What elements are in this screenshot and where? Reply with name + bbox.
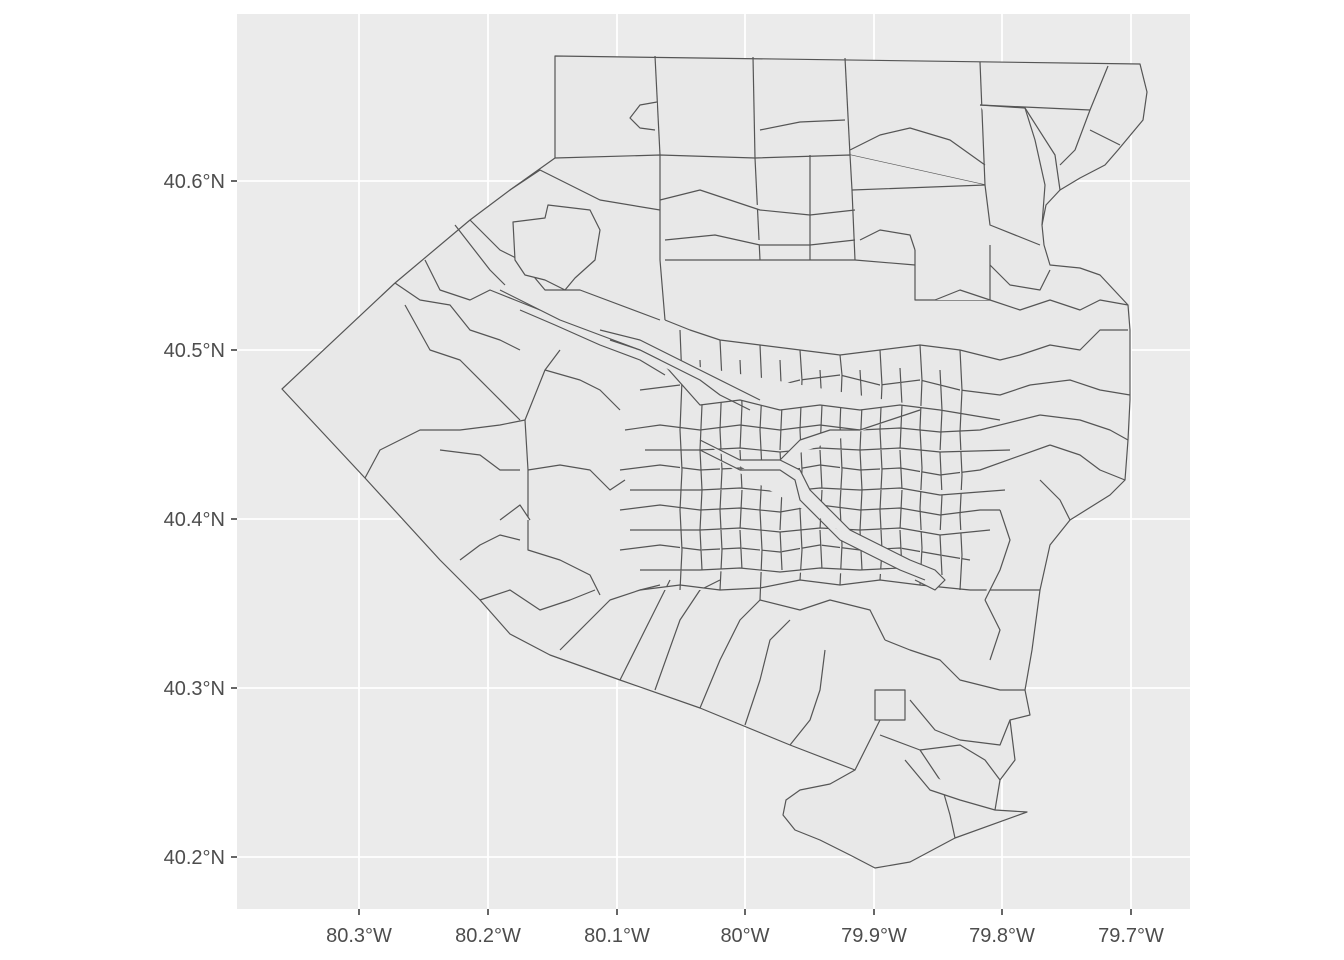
tract [630,527,991,536]
tract [874,689,906,721]
tract [984,509,1011,601]
x-axis: 80.3°W 80.2°W 80.1°W 80°W 79.9°W 79.8°W 79.7°W [326,909,1164,947]
tract [919,344,923,586]
x-tick-label: 80.2°W [455,925,521,947]
y-tick-label: 40.2°N [164,847,225,869]
tract [645,447,1011,453]
tract [609,339,751,411]
tract [1024,107,1061,191]
x-tick-label: 80°W [720,925,769,947]
tract [752,56,756,159]
tract [759,119,846,131]
tract [527,464,626,491]
tract [979,104,1046,226]
tract [659,359,1001,421]
tract [599,329,761,401]
tract [499,504,531,521]
tract [659,155,666,321]
x-tick-label: 79.7°W [1098,925,1164,947]
tract [424,259,541,311]
tract [984,599,1001,661]
tract [1039,414,1129,441]
tract [914,245,991,301]
tract [394,282,521,351]
x-tick-label: 80.1°W [584,925,650,947]
tract [629,101,658,131]
y-tick-label: 40.6°N [164,171,225,193]
tract [524,419,601,596]
tract [544,369,621,411]
tract [919,744,1001,781]
tract [851,189,856,261]
x-tick-label: 79.9°W [841,925,907,947]
tract [839,354,843,586]
tract [439,449,520,471]
tract [664,234,856,246]
tract [989,264,1051,291]
tract [899,367,903,571]
tract [979,104,1091,111]
tract [959,349,963,591]
x-tick-label: 79.8°W [969,925,1035,947]
tract [479,589,596,611]
tract [654,55,661,156]
tract [904,759,996,811]
tract [1019,329,1128,356]
tract [939,369,943,576]
tract [459,534,521,561]
tract [512,204,601,291]
x-tick-label: 80.3°W [326,925,392,947]
y-tick-label: 40.3°N [164,678,225,700]
tract [454,224,506,286]
y-tick-label: 40.4°N [164,509,225,531]
tract [844,57,851,156]
tract [859,229,916,251]
y-axis: 40.2°N 40.3°N 40.4°N 40.5°N 40.6°N [164,171,237,869]
tract [509,169,661,211]
tract [640,567,941,576]
tract [654,579,721,691]
tract [989,299,1129,311]
tract [884,639,1025,691]
tract [849,127,986,166]
tract [799,349,803,581]
tract [699,449,926,581]
tract [1039,479,1071,521]
tract [1029,379,1131,396]
tract [1059,65,1121,166]
tract [404,304,521,421]
tract [364,419,526,479]
tract [779,409,921,461]
tract [909,699,1011,746]
tract [630,487,1006,496]
tract [934,289,991,301]
tract [744,619,791,726]
tract [659,189,856,216]
tract [559,584,661,651]
tract [759,599,886,641]
y-tick-label: 40.5°N [164,340,225,362]
tract [699,599,761,709]
tract [1049,444,1126,481]
census-tracts [281,55,1148,869]
tract [519,309,666,376]
tract [624,414,1041,433]
tract [789,649,826,746]
